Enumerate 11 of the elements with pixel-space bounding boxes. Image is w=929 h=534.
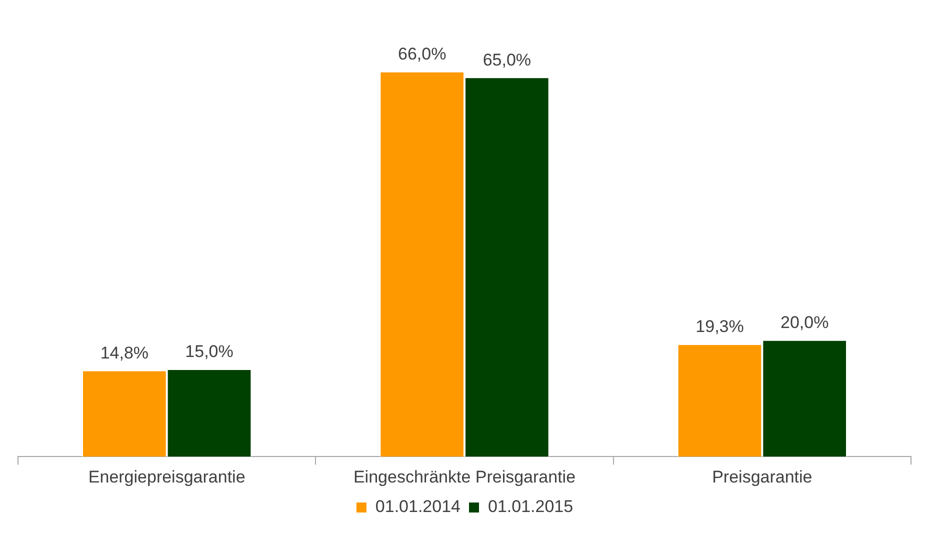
data-label: 66,0%	[398, 44, 446, 64]
data-label: 15,0%	[185, 342, 234, 362]
legend-label: 01.01.2015	[488, 497, 574, 516]
data-label: 65,0%	[482, 50, 532, 70]
x-tick-label: Preisgarantie	[712, 467, 812, 486]
data-label: 14,8%	[100, 343, 149, 362]
x-tick-label: Energiepreisgarantie	[88, 467, 246, 486]
data-label: 19,3%	[696, 317, 744, 336]
data-label: 20,0%	[780, 313, 829, 332]
legend-label: 01.01.2014	[375, 497, 461, 516]
x-tick-label: Eingeschränkte Preisgarantie	[353, 467, 576, 486]
